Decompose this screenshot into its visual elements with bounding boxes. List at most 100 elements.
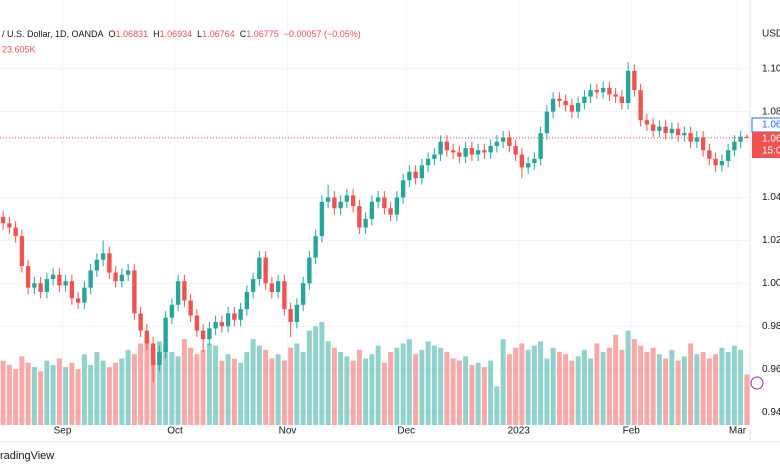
volume-bar — [13, 369, 19, 425]
candle-body — [569, 105, 575, 112]
volume-bar — [113, 362, 119, 425]
volume-bar — [431, 345, 437, 425]
candle-body — [225, 313, 231, 327]
candle-body — [588, 90, 593, 97]
candle-body — [344, 195, 350, 202]
volume-bar — [725, 352, 731, 425]
candles — [0, 62, 750, 383]
x-tick-label: Nov — [279, 426, 297, 437]
volume-bar — [138, 343, 144, 425]
candle-body — [638, 90, 643, 121]
volume-bar — [594, 343, 600, 425]
volume-bar — [331, 347, 337, 425]
volume-bar — [438, 347, 444, 425]
volume-bar — [206, 343, 212, 425]
candle-body — [682, 133, 687, 136]
candle-body — [744, 136, 750, 138]
candle-body — [538, 133, 543, 159]
candle-body — [25, 266, 31, 288]
volume-bar — [225, 354, 231, 425]
volume-bar — [269, 358, 275, 425]
volume-bar — [288, 347, 294, 425]
legend-o: O — [109, 29, 116, 39]
volume-bar — [50, 364, 56, 425]
y-tick-label: 1.02 — [762, 235, 780, 246]
volume-bar — [306, 330, 312, 425]
candle-body — [463, 148, 468, 157]
candle-body — [725, 150, 731, 161]
y-tick-label: 1.04 — [762, 192, 780, 203]
watermark: radingView — [0, 450, 54, 462]
legend-l: L — [197, 29, 202, 39]
y-tick-label: 0.96 — [762, 364, 780, 375]
volume-bar — [63, 367, 69, 425]
candle-body — [394, 197, 400, 215]
volume-bar — [100, 360, 106, 425]
candle-body — [600, 88, 606, 93]
candle-body — [207, 328, 212, 340]
candle-body — [382, 197, 387, 209]
candle-body — [644, 120, 650, 125]
volume-bar — [738, 349, 744, 425]
candle-body — [619, 96, 625, 104]
candle-body — [175, 281, 181, 305]
volume-bar — [56, 358, 62, 425]
volume-bar — [519, 343, 525, 425]
volume-bar — [106, 367, 112, 425]
candle-body — [288, 309, 293, 322]
candle-body — [675, 128, 681, 136]
volume-bar — [281, 360, 287, 425]
volume-bar — [6, 364, 12, 425]
candle-body — [313, 236, 318, 258]
grid — [0, 0, 750, 425]
volume-bar — [150, 347, 156, 425]
volume-bar — [156, 341, 162, 425]
candle-body — [519, 154, 525, 168]
volume-bar — [19, 356, 25, 425]
volume-bar — [25, 362, 31, 425]
candle-body — [119, 274, 125, 282]
volume-bar — [169, 352, 175, 425]
candle-body — [69, 281, 75, 299]
volume-bar — [663, 358, 669, 425]
volume-bar — [638, 345, 644, 425]
candle-body — [100, 253, 106, 260]
candle-body — [707, 150, 712, 159]
candle-body — [419, 165, 425, 179]
countdown: 15:0 — [762, 146, 780, 157]
y-tick-label: 0.98 — [762, 321, 780, 332]
candle-body — [469, 148, 475, 155]
candle-body — [132, 270, 137, 314]
candle-body — [82, 287, 87, 303]
legend-symbol: / U.S. Dollar, 1D, OANDA — [2, 29, 104, 39]
volume-bar — [356, 349, 362, 425]
candle-body — [163, 317, 168, 353]
volume-bar — [675, 360, 681, 425]
volume-bar — [119, 358, 125, 425]
candle-body — [57, 274, 62, 286]
candle-body — [107, 253, 112, 273]
volume-label: 23.605K — [2, 44, 36, 54]
last-price-label: 1.06 — [762, 134, 780, 145]
candle-body — [363, 218, 368, 228]
candle-body — [188, 300, 193, 316]
candle-body — [494, 141, 500, 146]
candle-body — [125, 270, 131, 275]
candle-body — [275, 281, 281, 292]
candle-body — [550, 98, 556, 112]
candle-body — [488, 145, 493, 153]
volume-bar — [250, 339, 256, 425]
volume-bar — [538, 341, 544, 425]
volume-bar — [631, 339, 637, 425]
volume-bar — [313, 326, 319, 425]
volume-bar — [275, 354, 281, 425]
candle-body — [238, 309, 243, 320]
volume-bar — [656, 354, 662, 425]
volume-bar — [744, 374, 750, 425]
volume-bar — [544, 358, 550, 425]
candle-body — [244, 291, 250, 310]
volume-bar — [475, 362, 481, 425]
volume-bar — [94, 352, 100, 425]
y-tick-label: 1.08 — [762, 106, 780, 117]
